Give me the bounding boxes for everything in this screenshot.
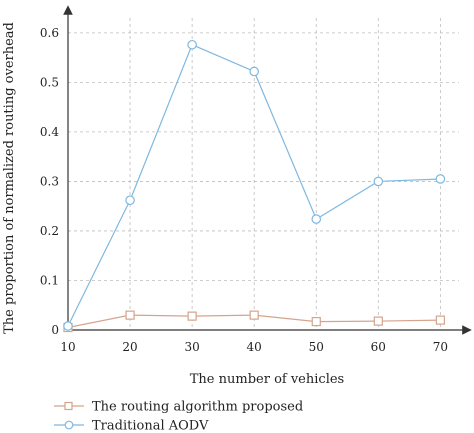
legend-label: The routing algorithm proposed [92,400,303,415]
data-point-square [187,311,197,321]
x-axis-title: The number of vehicles [190,372,344,387]
x-tick-label: 60 [371,340,386,354]
y-tick-label: 0 [51,323,59,337]
legend: The routing algorithm proposed Traditiona… [54,400,303,433]
x-tick-label: 70 [433,340,448,354]
data-point-square [125,310,135,320]
data-point-circle [249,66,259,77]
data-point-square [249,310,259,320]
y-tick-label: 0.5 [40,75,59,89]
legend-marker-square [64,401,73,411]
data-point-circle [125,195,135,206]
data-point-square [435,315,445,325]
legend-marker-circle [64,420,74,430]
series [63,39,446,333]
data-point-circle [187,39,197,50]
y-tick-label: 0.3 [40,174,59,188]
data-point-circle [311,214,322,224]
x-tick-label: 40 [247,340,262,354]
legend-label: Traditional AODV [92,419,209,433]
data-point-square [373,316,383,326]
y-axis-title: The proportion of normalized routing ove… [2,22,17,334]
x-tick-label: 10 [60,340,75,354]
data-point-circle [63,321,73,331]
axes [63,5,472,335]
data-point-circle [435,174,446,184]
y-tick-label: 0.1 [40,273,59,287]
data-point-circle [373,176,384,187]
tick-labels: 10 20 30 40 50 60 70 0 0.1 0.2 0.3 0.4 0.5 0.6 [40,26,448,354]
x-tick-label: 50 [309,340,324,354]
x-tick-label: 20 [122,340,137,354]
grid-lines [68,18,459,330]
x-tick-label: 30 [184,340,199,354]
y-tick-label: 0.2 [40,224,59,238]
data-point-square [311,316,321,327]
y-tick-label: 0.4 [40,125,59,139]
y-tick-label: 0.6 [40,26,59,40]
